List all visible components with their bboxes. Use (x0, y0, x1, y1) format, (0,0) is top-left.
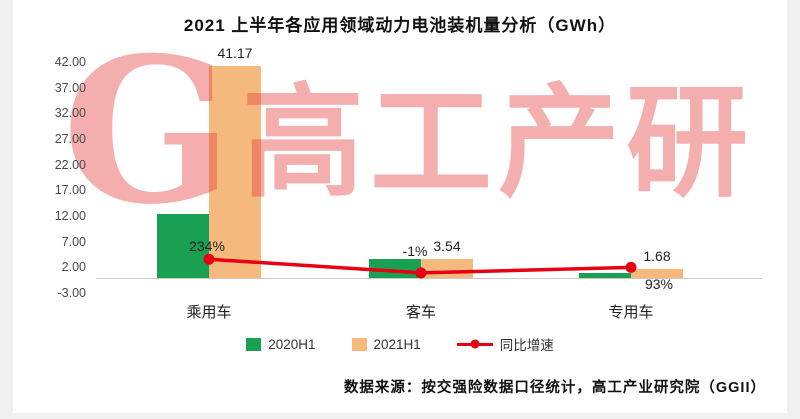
x-axis-category-label: 专用车 (608, 304, 654, 321)
y-axis-tick: 37.00 (54, 80, 86, 95)
y-axis-tick: 32.00 (54, 106, 86, 121)
bar-value-label: 3.54 (433, 238, 461, 255)
legend-label: 2020H1 (268, 336, 316, 352)
chart-title: 2021 上半年各应用领域动力电池装机量分析（GWh） (183, 16, 617, 35)
legend-line-dot-icon (470, 339, 480, 349)
y-axis-tick: 42.00 (54, 55, 86, 69)
x-axis-category-label: 客车 (405, 304, 437, 321)
x-axis-baseline (96, 277, 762, 279)
growth-value-label: -1% (402, 242, 428, 259)
bar-2021H1-客车 (421, 259, 473, 278)
bar-2020H1-客车 (369, 259, 421, 278)
y-axis-tick: 2.00 (61, 260, 86, 275)
y-axis-tick: 22.00 (54, 157, 86, 172)
y-axis-tick: 12.00 (54, 209, 86, 223)
y-axis-tick: 17.00 (54, 183, 86, 198)
growth-value-label: 234% (189, 238, 225, 255)
growth-value-label: 93% (644, 276, 674, 293)
bar-2020H1-乘用车 (157, 214, 209, 278)
legend-swatch-green-icon (246, 337, 262, 351)
bar-2020H1-专用车 (579, 272, 631, 278)
bar-2021H1-乘用车 (209, 66, 261, 278)
y-axis-tick: 7.00 (61, 234, 86, 249)
y-axis-tick: -3.00 (57, 286, 87, 300)
legend-line-marker-icon (456, 339, 493, 349)
legend-swatch-orange-icon (351, 337, 367, 351)
bar-2021H1-专用车 (631, 268, 683, 278)
legend-label: 同比增速 (499, 338, 554, 353)
legend-item-2021h1: 2021H1 (351, 336, 421, 352)
legend-item-growth: 同比增速 (456, 334, 554, 354)
y-axis-tick: 27.00 (54, 132, 86, 146)
bar-value-label: 41.17 (217, 45, 253, 62)
legend-item-2020h1: 2020H1 (246, 336, 316, 352)
x-axis-category-label: 乘用车 (186, 304, 232, 321)
legend: 2020H1 2021H1 同比增速 (0, 334, 800, 354)
chart-card (13, 0, 787, 413)
legend-label: 2021H1 (373, 336, 421, 352)
data-source-note: 数据来源：按交强险数据口径统计，高工产业研究院（GGII） (343, 380, 766, 396)
bar-value-label: 1.68 (643, 247, 671, 264)
